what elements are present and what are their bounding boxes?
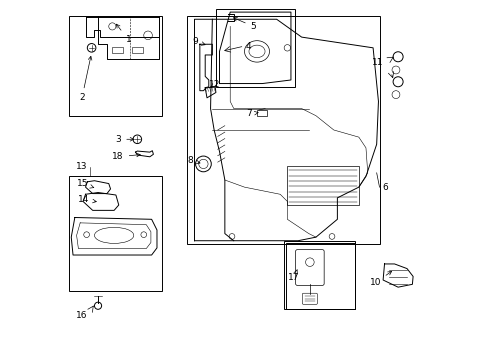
Text: 9: 9 [192, 37, 205, 46]
Bar [287, 166, 358, 205]
Bar [112, 47, 123, 53]
Bar [216, 9, 294, 87]
Bar [257, 110, 266, 116]
Text: 6: 6 [381, 183, 387, 192]
Text: 16: 16 [76, 311, 87, 320]
Text: 11: 11 [371, 58, 383, 67]
Bar [187, 16, 380, 244]
Text: 17: 17 [288, 270, 299, 282]
Text: 13: 13 [76, 162, 87, 171]
Bar [285, 243, 354, 309]
Text: 4: 4 [245, 41, 250, 50]
Text: 10: 10 [369, 271, 391, 287]
Text: 15: 15 [77, 179, 94, 188]
Text: 14: 14 [78, 195, 96, 204]
Bar [132, 47, 142, 53]
Bar [283, 241, 354, 309]
Text: 12: 12 [208, 80, 220, 89]
Text: 8: 8 [186, 156, 200, 165]
Bar [69, 16, 162, 116]
Text: 1: 1 [116, 24, 131, 44]
Text: 3: 3 [115, 135, 134, 144]
Bar [69, 176, 162, 291]
Text: 2: 2 [79, 56, 92, 102]
Text: 18: 18 [112, 152, 140, 161]
Text: 5: 5 [233, 18, 256, 31]
Text: 7: 7 [245, 109, 258, 118]
